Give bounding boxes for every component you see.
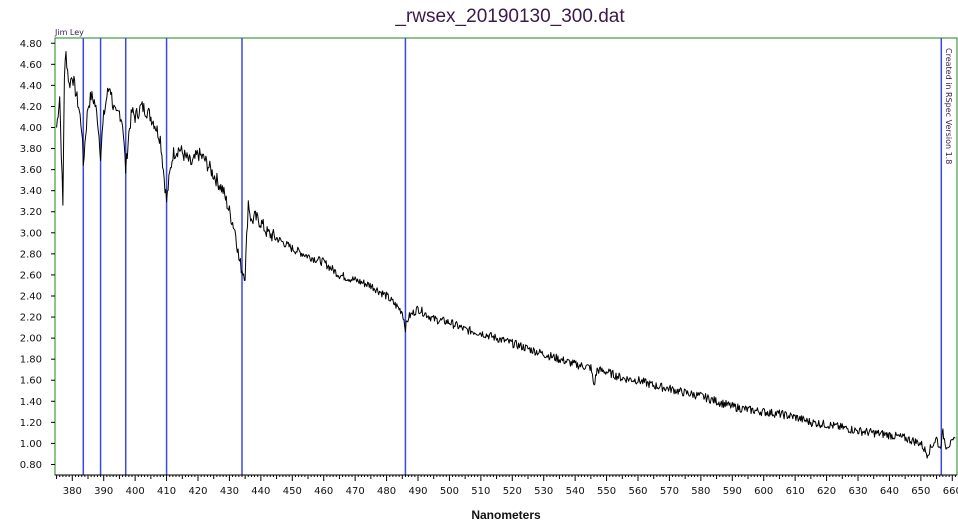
x-tick-label: 560: [628, 486, 647, 497]
x-tick-label: 610: [786, 486, 805, 497]
x-tick-label: 500: [440, 486, 459, 497]
y-tick-label: 3.60: [20, 165, 42, 176]
x-tick-label: 470: [346, 486, 365, 497]
spectrum-line: [56, 51, 956, 459]
x-tick-label: 420: [188, 486, 207, 497]
y-tick-label: 2.00: [20, 334, 42, 345]
x-tick-label: 480: [377, 486, 396, 497]
plot-frame: [54, 37, 958, 476]
y-tick-label: 0.80: [20, 460, 42, 471]
y-tick-label: 1.40: [20, 397, 42, 408]
x-tick-label: 530: [534, 486, 553, 497]
y-axis: 0.80 1.00 1.20 1.40 1.60 1.80 2.00 2.20 2.40 2.60…: [20, 39, 55, 471]
x-tick-label: 580: [691, 486, 710, 497]
y-tick-label: 4.20: [20, 102, 42, 113]
y-tick-label: 1.00: [20, 439, 42, 450]
author-label: Jim Ley: [54, 28, 84, 37]
spectrum-series: [56, 51, 956, 459]
y-tick-label: 4.80: [20, 39, 42, 50]
y-tick-label: 3.40: [20, 186, 42, 197]
y-tick-label: 2.80: [20, 249, 42, 260]
x-tick-label: 460: [314, 486, 333, 497]
y-tick-label: 1.60: [20, 376, 42, 387]
y-tick-label: 4.60: [20, 60, 42, 71]
software-label: Created in RSpec Version 1.8: [944, 48, 953, 164]
y-tick-label: 2.60: [20, 270, 42, 281]
x-tick-label: 590: [723, 486, 742, 497]
chart-title: _rwsex_20190130_300.dat: [394, 6, 625, 27]
y-tick-label: 4.00: [20, 123, 42, 134]
x-tick-label: 520: [503, 486, 522, 497]
y-tick-label: 3.00: [20, 228, 42, 239]
y-tick-label: 2.40: [20, 291, 42, 302]
x-tick-label: 410: [157, 486, 176, 497]
x-axis-label: Nanometers: [471, 508, 541, 522]
x-tick-label: 440: [251, 486, 270, 497]
y-tick-label: 4.40: [20, 81, 42, 92]
absorption-marker-lines: [82, 38, 943, 475]
x-tick-label: 510: [471, 486, 490, 497]
x-tick-label: 430: [220, 486, 239, 497]
y-tick-label: 1.80: [20, 355, 42, 366]
x-axis: 380 390 400 410 420 430 440 450 460 470 480 490 500 5…: [55, 474, 958, 497]
x-tick-label: 660: [943, 486, 958, 497]
x-tick-label: 540: [566, 486, 585, 497]
x-tick-label: 570: [660, 486, 679, 497]
x-tick-label: 450: [283, 486, 302, 497]
x-tick-label: 600: [754, 486, 773, 497]
x-tick-label: 400: [126, 486, 145, 497]
x-tick-label: 490: [408, 486, 427, 497]
y-tick-label: 3.20: [20, 207, 42, 218]
x-tick-label: 650: [911, 486, 930, 497]
x-tick-label: 380: [63, 486, 82, 497]
x-tick-label: 640: [880, 486, 899, 497]
x-tick-label: 630: [848, 486, 867, 497]
x-tick-label: 550: [597, 486, 616, 497]
y-tick-label: 1.20: [20, 418, 42, 429]
y-tick-label: 2.20: [20, 313, 42, 324]
x-tick-label: 620: [817, 486, 836, 497]
y-tick-label: 3.80: [20, 144, 42, 155]
x-tick-label: 390: [94, 486, 113, 497]
